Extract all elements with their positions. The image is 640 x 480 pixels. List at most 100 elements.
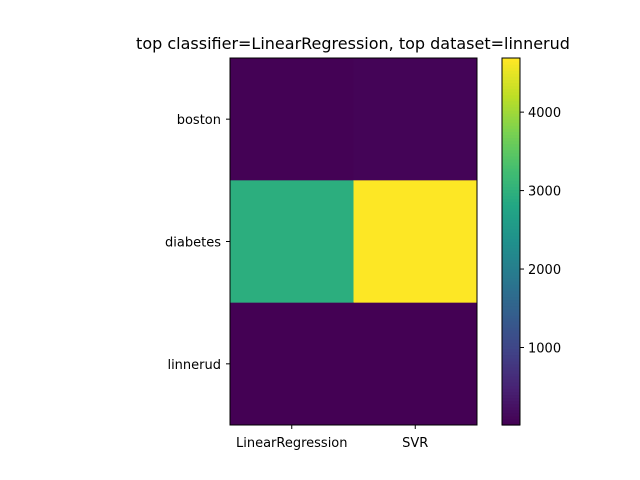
colorbar-segment	[502, 311, 520, 316]
colorbar-segment	[502, 250, 520, 255]
colorbar-segment	[502, 152, 520, 157]
colorbar-segment	[502, 317, 520, 322]
colorbar-segment	[502, 73, 520, 77]
colorbar-segment	[502, 91, 520, 96]
colorbar-segment	[502, 287, 520, 292]
colorbar-segment	[502, 220, 520, 224]
colorbar-segment	[502, 195, 520, 200]
colorbar-segment	[502, 299, 520, 304]
colorbar-segment	[502, 192, 520, 197]
y-tick-label: boston	[177, 113, 221, 128]
heatmap-cell	[353, 58, 478, 181]
colorbar-segment	[502, 345, 520, 350]
colorbar-segment	[502, 161, 520, 166]
colorbar-segment	[502, 366, 520, 371]
colorbar-segment	[502, 415, 520, 420]
colorbar-segment	[502, 85, 520, 90]
colorbar-segment	[502, 201, 520, 206]
colorbar-segment	[502, 360, 520, 365]
colorbar-segment	[502, 376, 520, 380]
colorbar-segment	[502, 103, 520, 108]
colorbar-segment	[502, 400, 520, 405]
colorbar-segment	[502, 122, 520, 126]
colorbar-segment	[502, 217, 520, 221]
colorbar-segment	[502, 125, 520, 129]
colorbar-segment	[502, 391, 520, 396]
colorbar-segment	[502, 244, 520, 249]
colorbar-segment	[502, 327, 520, 331]
colorbar-segment	[502, 247, 520, 252]
colorbar-segment	[502, 168, 520, 172]
colorbar-segment	[502, 385, 520, 389]
colorbar-segment	[502, 79, 520, 84]
heatmap-cell	[230, 180, 354, 304]
colorbar-segment	[502, 70, 520, 74]
colorbar-segment	[502, 198, 520, 203]
y-axis-ticks: boston diabetes linnerud	[165, 113, 230, 373]
colorbar-segment	[502, 94, 520, 99]
colorbar-segment	[502, 189, 520, 194]
colorbar-segment	[502, 106, 520, 111]
colorbar-segment	[502, 272, 520, 276]
colorbar-segment	[502, 357, 520, 362]
colorbar-segment	[502, 204, 520, 209]
colorbar-segment	[502, 174, 520, 178]
colorbar-segment	[502, 177, 520, 181]
colorbar-segment	[502, 155, 520, 160]
colorbar-segment	[502, 278, 520, 282]
colorbar-segment	[502, 134, 520, 139]
colorbar-segment	[502, 342, 520, 347]
colorbar-segment	[502, 354, 520, 359]
colorbar-segment	[502, 259, 520, 264]
colorbar-segment	[502, 397, 520, 402]
colorbar-segment	[502, 379, 520, 383]
colorbar-segment	[502, 296, 520, 301]
colorbar-ticks: 1000 2000 3000 4000	[520, 106, 561, 356]
colorbar-segment	[502, 116, 520, 120]
colorbar-segment	[502, 229, 520, 233]
colorbar-segment	[502, 128, 520, 132]
colorbar-segment	[502, 373, 520, 377]
y-tick-label: linnerud	[167, 358, 221, 373]
colorbar-segment	[502, 61, 520, 65]
colorbar-segment	[502, 281, 520, 285]
colorbar-segment	[502, 302, 520, 307]
colorbar-segment	[502, 382, 520, 386]
colorbar-tick-label: 2000	[528, 263, 561, 278]
colorbar-segment	[502, 109, 520, 114]
heatmap-cell	[230, 58, 354, 181]
colorbar-segment	[502, 305, 520, 310]
colorbar-segment	[502, 253, 520, 258]
colorbar-segment	[502, 409, 520, 414]
colorbar-segment	[502, 369, 520, 374]
heatmap-cells	[230, 58, 478, 426]
colorbar-segment	[502, 262, 520, 267]
colorbar-segment	[502, 412, 520, 417]
colorbar-segment	[502, 336, 520, 340]
colorbar-segment	[502, 143, 520, 148]
colorbar-segment	[502, 82, 520, 87]
colorbar-segment	[502, 149, 520, 154]
x-tick-label: LinearRegression	[236, 436, 348, 451]
colorbar	[501, 57, 521, 426]
colorbar-segment	[502, 88, 520, 93]
colorbar-segment	[502, 330, 520, 334]
colorbar-segment	[502, 241, 520, 246]
colorbar-segment	[502, 210, 520, 215]
colorbar-segment	[502, 403, 520, 408]
colorbar-segment	[502, 180, 520, 184]
colorbar-segment	[502, 226, 520, 230]
colorbar-segment	[502, 406, 520, 411]
colorbar-segment	[502, 76, 520, 81]
colorbar-segment	[502, 137, 520, 142]
chart-title: top classifier=LinearRegression, top dat…	[136, 34, 570, 53]
colorbar-segment	[502, 146, 520, 151]
colorbar-segment	[502, 119, 520, 123]
colorbar-segment	[502, 324, 520, 328]
x-axis-ticks: LinearRegression SVR	[236, 425, 428, 451]
colorbar-segment	[502, 290, 520, 295]
colorbar-tick-label: 3000	[528, 185, 561, 200]
colorbar-segment	[502, 351, 520, 356]
colorbar-segment	[502, 421, 520, 426]
colorbar-segment	[502, 67, 520, 71]
